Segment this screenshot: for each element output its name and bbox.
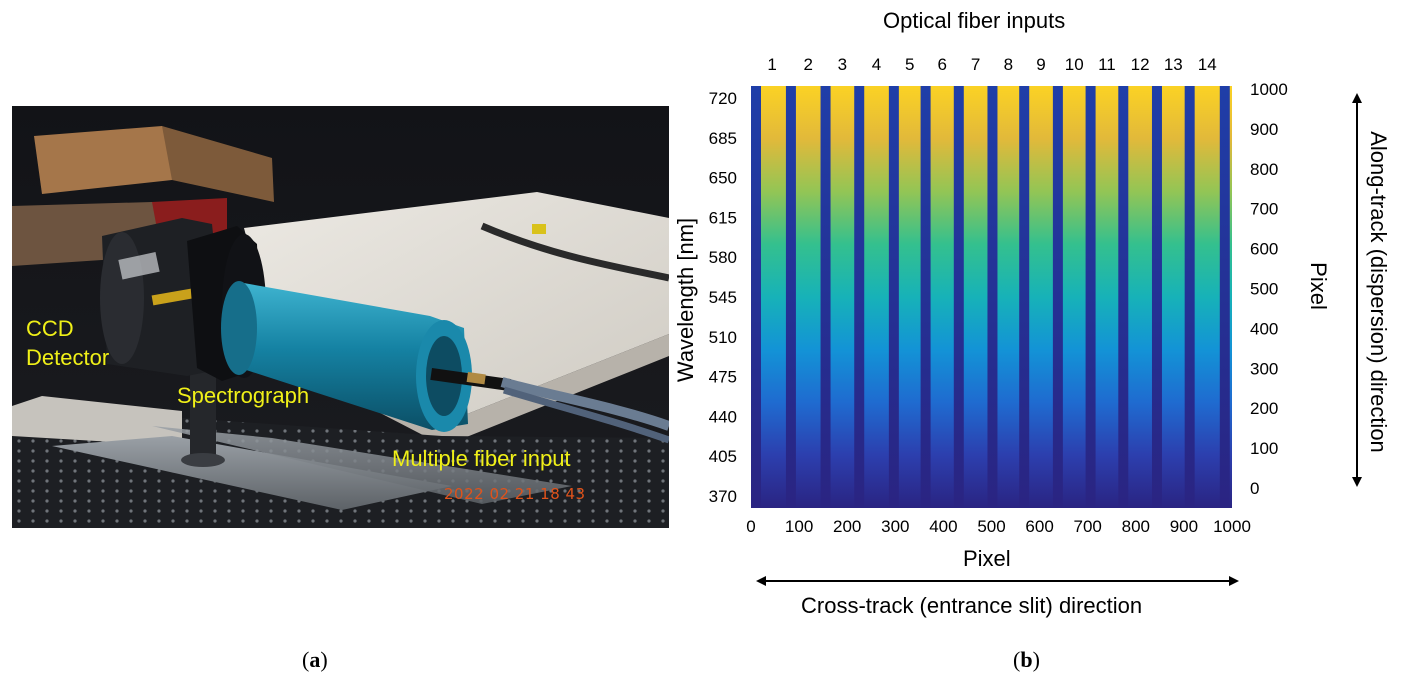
- fiber-gap: [1219, 86, 1230, 508]
- y-right-tick-label: 900: [1250, 120, 1278, 139]
- fiber-number-label: 1: [767, 55, 776, 74]
- fiber-gap: [987, 86, 998, 508]
- x-tick-label: 800: [1122, 517, 1150, 536]
- y-right-tick-label: 100: [1250, 439, 1278, 458]
- y-left-tick-label: 685: [709, 129, 737, 148]
- fiber-gap: [1052, 86, 1063, 508]
- fiber-number-label: 4: [872, 55, 881, 74]
- y-left-tick-label: 720: [709, 89, 737, 108]
- y-right-tick-label: 700: [1250, 200, 1278, 219]
- x-tick-label: 100: [785, 517, 813, 536]
- y-left-tick-label: 615: [709, 208, 737, 227]
- fiber-gap: [1118, 86, 1129, 508]
- spectrograph-body: [238, 282, 468, 430]
- x-tick-label: 600: [1025, 517, 1053, 536]
- fiber-number-label: 11: [1098, 55, 1116, 74]
- fiber-number-label: 2: [804, 55, 813, 74]
- mounting-post: [190, 368, 216, 460]
- fiber-gap: [888, 86, 899, 508]
- mounting-rail: [52, 436, 452, 510]
- y-right-tick-label: 300: [1250, 359, 1278, 378]
- fiber-number-label: 10: [1065, 55, 1084, 74]
- fiber-number-label: 3: [838, 55, 847, 74]
- fiber-input-label: Multiple fiber input: [392, 446, 571, 471]
- fiber-number-label: 6: [937, 55, 946, 74]
- fiber-gap: [1184, 86, 1195, 508]
- y-left-tick-label: 370: [709, 487, 737, 506]
- y-left-tick-label: 545: [709, 288, 737, 307]
- fiber-gap: [953, 86, 964, 508]
- fiber-gap: [785, 86, 796, 508]
- fiber-gap: [1085, 86, 1096, 508]
- x-tick-label: 0: [746, 517, 755, 536]
- fiber-number-label: 5: [905, 55, 914, 74]
- chart-title: Optical fiber inputs: [883, 8, 1066, 33]
- spectrograph-photo: CCD Detector Spectrograph Multiple fiber…: [12, 106, 669, 528]
- caption-a: (a): [302, 647, 328, 672]
- ccd-detector-label: CCD Detector: [26, 316, 110, 370]
- fiber-number-label: 7: [971, 55, 980, 74]
- y2-axis-label: Pixel: [1306, 262, 1331, 310]
- y-right-tick-label: 200: [1250, 399, 1278, 418]
- fiber-number-label: 9: [1036, 55, 1045, 74]
- y-left-tick-label: 440: [709, 407, 737, 426]
- fiber-gap: [920, 86, 931, 508]
- y-right-tick-label: 400: [1250, 319, 1278, 338]
- y-left-tick-label: 580: [709, 248, 737, 267]
- fiber-number-label: 13: [1164, 55, 1183, 74]
- y-left-tick-label: 650: [709, 169, 737, 188]
- fiber-gap: [854, 86, 865, 508]
- fiber-number-label: 8: [1004, 55, 1013, 74]
- y-right-tick-label: 500: [1250, 280, 1278, 299]
- x-tick-label: 200: [833, 517, 861, 536]
- x-tick-label: 900: [1170, 517, 1198, 536]
- fiber-number-labels: 1 2 3 4 5 6 7 8 9 10 11 12 13 14: [767, 55, 1216, 74]
- y-left-tick-label: 475: [709, 368, 737, 387]
- y-left-tick-label: 405: [709, 447, 737, 466]
- y-axis-label-wavelength: Wavelength [nm]: [673, 217, 698, 383]
- y-left-tick-labels: 720 685 650 615 580 545 510 475 440 405 370: [709, 89, 737, 506]
- y-right-tick-label: 600: [1250, 240, 1278, 259]
- x-tick-label: 400: [929, 517, 957, 536]
- caption-b: (b): [1013, 647, 1040, 672]
- fiber-gaps: [751, 86, 1230, 508]
- along-track-label: Along-track (dispersion) direction: [1366, 131, 1391, 453]
- y-right-tick-label: 1000: [1250, 80, 1288, 99]
- fiber-number-label: 14: [1198, 55, 1217, 74]
- y-left-tick-label: 510: [709, 328, 737, 347]
- photo-timestamp: 2022 02 21 18 43: [444, 485, 586, 503]
- cross-track-label: Cross-track (entrance slit) direction: [801, 593, 1143, 618]
- cross-track-arrow: [756, 576, 1239, 586]
- x-axis-label: Pixel: [963, 546, 1011, 571]
- fiber-gap: [820, 86, 831, 508]
- along-track-arrow: [1352, 93, 1362, 487]
- fiber-gap: [751, 86, 761, 508]
- x-tick-label: 300: [881, 517, 909, 536]
- fiber-number-label: 12: [1131, 55, 1150, 74]
- y-right-tick-label: 800: [1250, 160, 1278, 179]
- cardboard-box: [34, 126, 172, 194]
- photo-illustration: [12, 106, 669, 528]
- x-tick-label: 500: [977, 517, 1005, 536]
- caption-a-letter: a: [309, 647, 321, 672]
- fiber-gap: [1019, 86, 1030, 508]
- fiber-gap: [1151, 86, 1162, 508]
- x-tick-label: 700: [1074, 517, 1102, 536]
- y-right-tick-label: 0: [1250, 479, 1259, 498]
- spectrograph-label: Spectrograph: [177, 383, 310, 408]
- x-tick-label: 1000: [1213, 517, 1251, 536]
- x-tick-labels: 0 100 200 300 400 500 600 700 800 900 1000: [746, 517, 1251, 536]
- caption-b-letter: b: [1020, 647, 1033, 672]
